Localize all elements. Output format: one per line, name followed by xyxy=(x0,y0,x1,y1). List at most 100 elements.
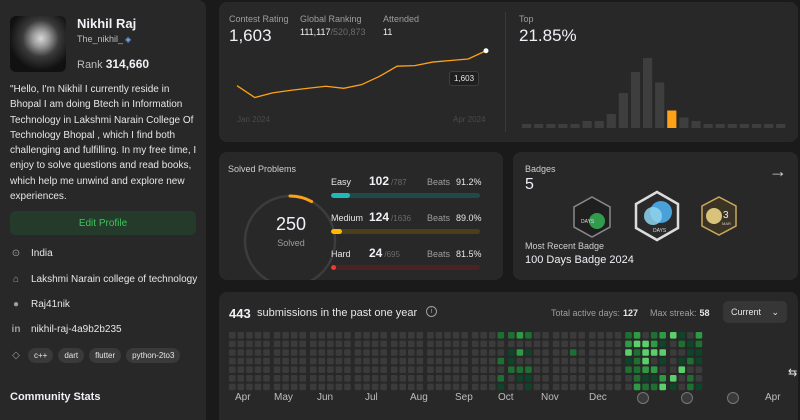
heatmap-cell[interactable] xyxy=(344,366,351,373)
heatmap-cell[interactable] xyxy=(533,340,541,348)
heatmap-cell[interactable] xyxy=(263,332,270,339)
heatmap-cell[interactable] xyxy=(354,375,362,382)
heatmap-cell[interactable] xyxy=(390,383,398,391)
heatmap-cell[interactable] xyxy=(561,340,568,348)
heatmap-cell[interactable] xyxy=(290,349,298,356)
heatmap-cell[interactable] xyxy=(606,332,613,339)
heatmap-cell[interactable] xyxy=(606,383,613,391)
heatmap-cell[interactable] xyxy=(354,349,362,356)
heatmap-cell[interactable] xyxy=(299,332,306,339)
heatmap-cell[interactable] xyxy=(309,340,317,348)
heatmap-cell[interactable] xyxy=(380,349,387,356)
heatmap-cell[interactable] xyxy=(578,332,586,339)
heatmap-cell[interactable] xyxy=(525,383,532,391)
heatmap-cell[interactable] xyxy=(687,349,694,356)
heatmap-cell[interactable] xyxy=(625,383,632,391)
heatmap-cell[interactable] xyxy=(290,383,298,391)
heatmap-cell[interactable] xyxy=(659,366,666,373)
heatmap-cell[interactable] xyxy=(508,383,515,391)
skill-tag[interactable]: flutter xyxy=(89,348,122,363)
heatmap-cell[interactable] xyxy=(650,383,658,391)
heatmap-cell[interactable] xyxy=(427,383,434,391)
heatmap-cell[interactable] xyxy=(427,366,434,373)
heatmap-cell[interactable] xyxy=(237,332,245,339)
heatmap-cell[interactable] xyxy=(480,383,487,391)
heatmap-cell[interactable] xyxy=(309,375,317,382)
heatmap-cell[interactable] xyxy=(273,375,281,382)
heatmap-cell[interactable] xyxy=(390,357,398,365)
heatmap-cell[interactable] xyxy=(508,357,515,365)
histogram-bar[interactable] xyxy=(739,124,749,128)
heatmap-cell[interactable] xyxy=(435,383,443,391)
heatmap-cell[interactable] xyxy=(516,375,524,382)
heatmap-cell[interactable] xyxy=(380,366,387,373)
heatmap-cell[interactable] xyxy=(237,366,245,373)
heatmap-cell[interactable] xyxy=(695,375,703,382)
badge-mar-2024[interactable]: 3 MAR xyxy=(699,196,739,236)
skill-tag[interactable]: dart xyxy=(58,348,85,363)
heatmap-cell[interactable] xyxy=(390,340,398,348)
heatmap-cell[interactable] xyxy=(589,332,596,339)
heatmap-cell[interactable] xyxy=(589,366,596,373)
heatmap-cell[interactable] xyxy=(435,340,443,348)
heatmap-cell[interactable] xyxy=(282,375,289,382)
histogram-bar[interactable] xyxy=(727,124,737,128)
heatmap-cell[interactable] xyxy=(659,383,666,391)
histogram-bar[interactable] xyxy=(630,72,641,128)
heatmap-cell[interactable] xyxy=(614,357,622,365)
heatmap-cell[interactable] xyxy=(390,375,398,382)
heatmap-cell[interactable] xyxy=(327,349,334,356)
histogram-bar[interactable] xyxy=(582,121,592,128)
heatmap-cell[interactable] xyxy=(650,375,658,382)
heatmap-cell[interactable] xyxy=(578,340,586,348)
heatmap-cell[interactable] xyxy=(659,357,666,365)
heatmap-cell[interactable] xyxy=(309,383,317,391)
heatmap-cell[interactable] xyxy=(246,375,253,382)
heatmap-cell[interactable] xyxy=(488,375,496,382)
heatmap-cell[interactable] xyxy=(480,366,487,373)
heatmap-cell[interactable] xyxy=(606,357,613,365)
heatmap-cell[interactable] xyxy=(578,375,586,382)
heatmap-cell[interactable] xyxy=(578,357,586,365)
heatmap-cell[interactable] xyxy=(497,375,505,382)
heatmap-cell[interactable] xyxy=(427,349,434,356)
heatmap-cell[interactable] xyxy=(642,340,649,348)
heatmap-cell[interactable] xyxy=(452,375,460,382)
heatmap-cell[interactable] xyxy=(625,332,632,339)
heatmap-cell[interactable] xyxy=(461,349,468,356)
heatmap-cell[interactable] xyxy=(471,366,479,373)
heatmap-cell[interactable] xyxy=(508,349,515,356)
monthly-badge-icon[interactable] xyxy=(681,392,693,404)
heatmap-cell[interactable] xyxy=(237,340,245,348)
heatmap-cell[interactable] xyxy=(471,340,479,348)
heatmap-cell[interactable] xyxy=(633,349,641,356)
heatmap-cell[interactable] xyxy=(335,375,343,382)
heatmap-cell[interactable] xyxy=(408,357,415,365)
heatmap-cell[interactable] xyxy=(273,357,281,365)
heatmap-cell[interactable] xyxy=(399,332,407,339)
heatmap-cell[interactable] xyxy=(542,375,549,382)
heatmap-cell[interactable] xyxy=(533,383,541,391)
heatmap-cell[interactable] xyxy=(452,366,460,373)
heatmap-cell[interactable] xyxy=(678,383,686,391)
heatmap-cell[interactable] xyxy=(480,332,487,339)
heatmap-cell[interactable] xyxy=(237,357,245,365)
heatmap-cell[interactable] xyxy=(606,349,613,356)
heatmap-cell[interactable] xyxy=(497,357,505,365)
heatmap-cell[interactable] xyxy=(589,383,596,391)
histogram-bar[interactable] xyxy=(534,124,544,128)
heatmap-cell[interactable] xyxy=(371,357,379,365)
histogram-bar[interactable] xyxy=(570,124,580,128)
heatmap-cell[interactable] xyxy=(335,332,343,339)
heatmap-cell[interactable] xyxy=(273,383,281,391)
heatmap-cell[interactable] xyxy=(578,349,586,356)
heatmap-cell[interactable] xyxy=(480,375,487,382)
heatmap-cell[interactable] xyxy=(452,349,460,356)
heatmap-cell[interactable] xyxy=(569,332,577,339)
heatmap-cell[interactable] xyxy=(552,340,560,348)
heatmap-cell[interactable] xyxy=(335,383,343,391)
heatmap-cell[interactable] xyxy=(263,375,270,382)
heatmap-cell[interactable] xyxy=(344,340,351,348)
heatmap-cell[interactable] xyxy=(687,366,694,373)
heatmap-cell[interactable] xyxy=(229,349,236,356)
